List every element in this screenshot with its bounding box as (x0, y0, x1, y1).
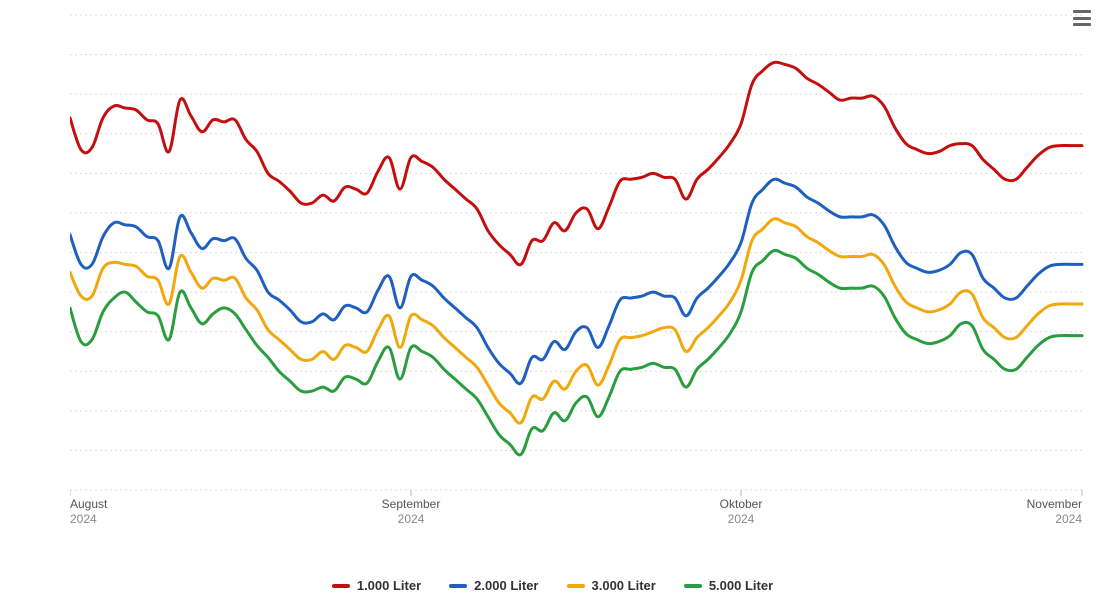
series-line (70, 62, 1082, 265)
x-tick-label: Oktober (720, 497, 763, 511)
legend-swatch (449, 584, 467, 588)
x-tick-sublabel: 2024 (70, 512, 97, 526)
legend-label: 5.000 Liter (709, 578, 773, 593)
chart-legend: 1.000 Liter 2.000 Liter 3.000 Liter 5.000 L… (0, 578, 1105, 593)
legend-item[interactable]: 2.000 Liter (449, 578, 538, 593)
series-line (70, 219, 1082, 424)
x-axis: August2024September2024Oktober2024Novemb… (70, 490, 1082, 526)
legend-swatch (684, 584, 702, 588)
legend-swatch (567, 584, 585, 588)
chart-plot-area: 90,00 €92,00 €94,00 €96,00 €98,00 €100,0… (70, 10, 1090, 530)
legend-swatch (332, 584, 350, 588)
legend-item[interactable]: 3.000 Liter (567, 578, 656, 593)
legend-item[interactable]: 5.000 Liter (684, 578, 773, 593)
x-tick-label: September (382, 497, 441, 511)
legend-label: 2.000 Liter (474, 578, 538, 593)
x-tick-label: August (70, 497, 108, 511)
price-line-chart: 90,00 €92,00 €94,00 €96,00 €98,00 €100,0… (0, 0, 1105, 603)
legend-label: 3.000 Liter (592, 578, 656, 593)
x-tick-sublabel: 2024 (1055, 512, 1082, 526)
y-gridlines: 90,00 €92,00 €94,00 €96,00 €98,00 €100,0… (70, 10, 1082, 497)
x-tick-sublabel: 2024 (398, 512, 425, 526)
x-tick-label: November (1027, 497, 1082, 511)
legend-label: 1.000 Liter (357, 578, 421, 593)
legend-item[interactable]: 1.000 Liter (332, 578, 421, 593)
x-tick-sublabel: 2024 (728, 512, 755, 526)
